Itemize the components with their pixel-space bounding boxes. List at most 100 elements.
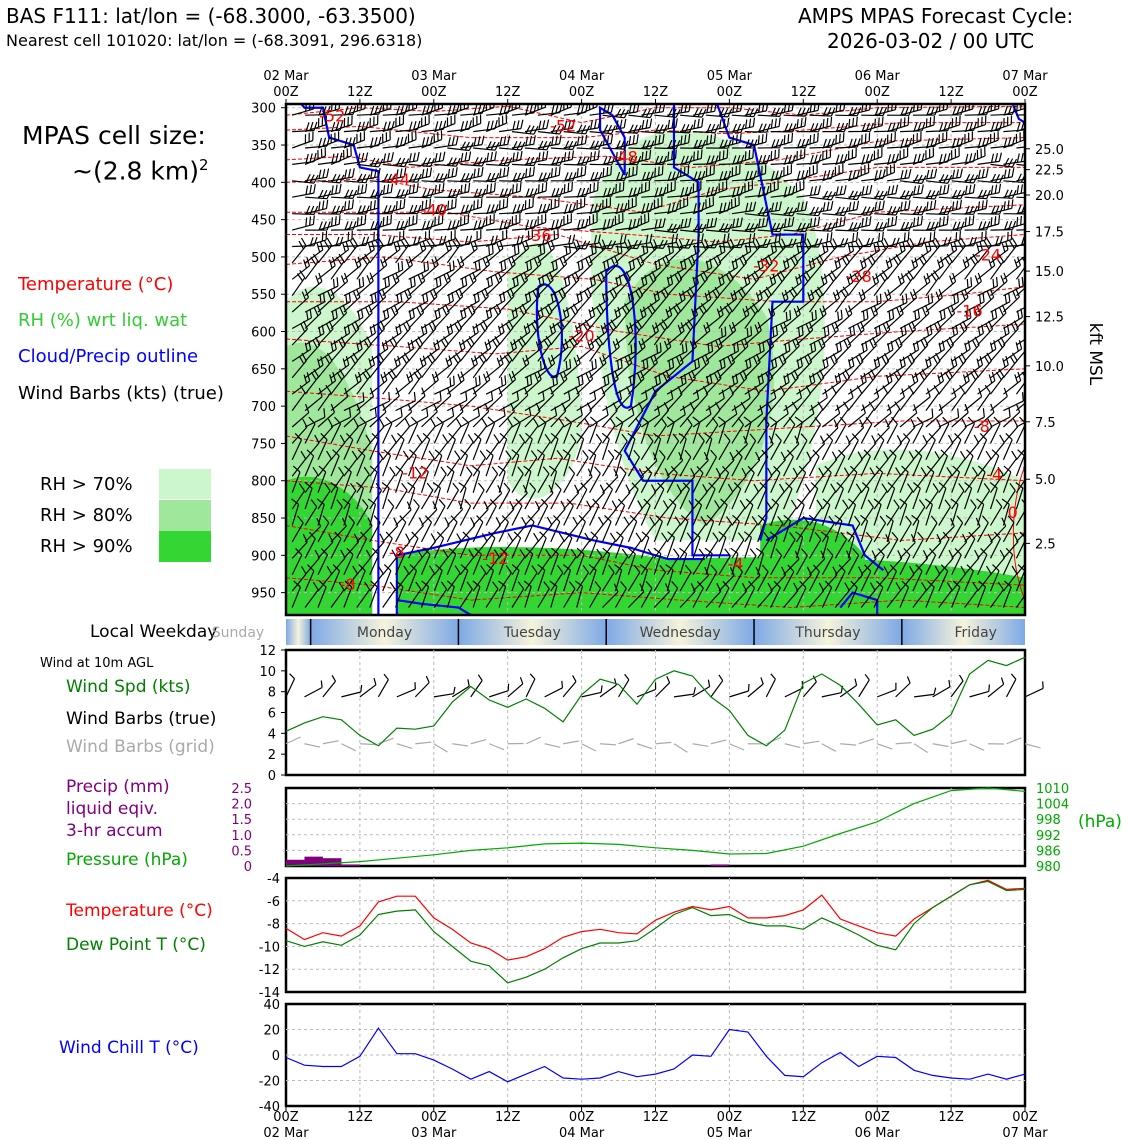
- profile-wind-barb: [730, 547, 739, 575]
- profile-wind-barb: [602, 140, 629, 150]
- profile-wind-barb: [821, 270, 837, 297]
- true-wind-barb: [858, 673, 870, 698]
- profile-wind-barb: [356, 482, 364, 510]
- profile-wind-barb: [886, 582, 902, 608]
- profile-wind-barb: [705, 337, 723, 362]
- profile-wind-barb: [834, 369, 851, 395]
- profile-wind-barb: [511, 434, 526, 461]
- profile-wind-barb: [796, 164, 818, 182]
- profile-wind-barb: [537, 197, 560, 215]
- profile-wind-barb: [473, 151, 497, 165]
- profile-wind-barb: [821, 548, 834, 575]
- profile-wind-barb: [718, 164, 741, 182]
- grid-wind-barb: [452, 743, 469, 747]
- profile-wind-barb: [615, 165, 638, 182]
- profile-wind-barb: [304, 581, 319, 608]
- profile-wind-barb: [433, 564, 443, 592]
- profile-wind-barb: [602, 358, 623, 379]
- profile-wind-barb: [382, 581, 396, 608]
- bottom-hour-label: 12Z: [347, 1110, 373, 1125]
- profile-wind-barb: [537, 548, 552, 576]
- profile-wind-barb: [1003, 121, 1025, 133]
- profile-wind-barb: [615, 218, 640, 231]
- profile-wind-barb: [977, 450, 992, 477]
- true-wind-barb: [802, 675, 817, 698]
- profile-wind-barb: [446, 565, 461, 592]
- profile-wind-barb: [499, 172, 525, 182]
- profile-wind-barb: [808, 514, 817, 543]
- profile-wind-barb: [356, 416, 367, 444]
- cloud-precip-outline: [765, 516, 885, 572]
- profile-wind-barb: [990, 304, 1007, 329]
- profile-wind-barb: [305, 168, 330, 182]
- profile-wind-barb: [796, 238, 812, 264]
- pressure-tick-label: 300: [251, 102, 276, 117]
- true-wind-barb: [414, 675, 430, 698]
- profile-wind-barb: [563, 498, 574, 526]
- wind-y-tick-label: 2: [268, 748, 276, 763]
- profile-wind-barb: [705, 149, 729, 165]
- profile-wind-barb: [912, 449, 923, 477]
- profile-wind-barb: [886, 253, 902, 280]
- profile-wind-barb: [408, 188, 435, 199]
- profile-wind-barb: [511, 386, 529, 412]
- profile-wind-barb: [524, 150, 549, 165]
- profile-wind-barb: [563, 197, 586, 215]
- profile-wind-barb: [446, 352, 461, 379]
- profile-wind-barb: [369, 276, 390, 297]
- profile-wind-barb: [434, 104, 460, 116]
- profile-wind-barb: [989, 449, 1000, 477]
- profile-wind-barb: [486, 219, 512, 231]
- rh90-region: [760, 519, 865, 601]
- profile-wind-barb: [356, 549, 372, 576]
- wind-y-tick-label: 10: [259, 665, 276, 680]
- bottom-day-label: 07 Mar: [1002, 1126, 1048, 1140]
- profile-wind-barb: [589, 466, 601, 493]
- profile-wind-barb: [330, 499, 343, 526]
- profile-wind-barb: [899, 153, 925, 165]
- grid-wind-barb: [710, 739, 727, 745]
- profile-wind-barb: [563, 548, 577, 576]
- profile-wind-barb: [550, 307, 570, 329]
- profile-wind-barb: [485, 260, 507, 280]
- true-wind-barb: [507, 676, 524, 698]
- profile-wind-barb: [640, 354, 658, 379]
- profile-wind-barb: [951, 152, 977, 165]
- profile-wind-barb: [292, 152, 317, 165]
- profile-wind-barb: [548, 465, 558, 493]
- profile-wind-barb: [770, 123, 797, 133]
- profile-wind-barb: [847, 257, 867, 280]
- profile-wind-barb: [679, 514, 689, 543]
- profile-wind-barb: [990, 115, 1013, 133]
- profile-wind-barb: [860, 273, 880, 297]
- profile-wind-barb: [291, 372, 311, 395]
- bottom-day-label: 03 Mar: [411, 1126, 457, 1140]
- grid-wind-barb: [581, 743, 597, 752]
- profile-wind-barb: [899, 215, 923, 231]
- profile-wind-barb: [356, 105, 383, 116]
- profile-wind-barb: [615, 197, 637, 215]
- profile-wind-barb: [395, 183, 419, 198]
- temperature-contour-label: -12: [402, 463, 428, 482]
- profile-wind-barb: [628, 212, 650, 231]
- profile-wind-barb: [705, 201, 731, 215]
- profile-wind-barb: [912, 368, 928, 395]
- profile-wind-barb: [382, 292, 403, 313]
- profile-wind-barb: [628, 306, 647, 329]
- profile-wind-barb: [912, 147, 934, 165]
- profile-wind-barb: [964, 137, 990, 149]
- profile-wind-barb: [848, 184, 873, 198]
- profile-wind-barb: [822, 309, 843, 330]
- profile-wind-barb: [330, 240, 350, 264]
- profile-wind-barb: [718, 531, 727, 559]
- profile-wind-barb: [717, 416, 726, 444]
- profile-wind-barb: [796, 321, 814, 346]
- profile-wind-barb: [627, 514, 638, 543]
- profile-wind-barb: [615, 155, 642, 166]
- true-wind-barb: [876, 682, 897, 698]
- profile-wind-barb: [382, 564, 392, 592]
- profile-wind-barb: [498, 275, 519, 297]
- profile-wind-barb: [783, 117, 807, 133]
- profile-wind-barb: [628, 149, 652, 165]
- profile-wind-barb: [977, 205, 1004, 215]
